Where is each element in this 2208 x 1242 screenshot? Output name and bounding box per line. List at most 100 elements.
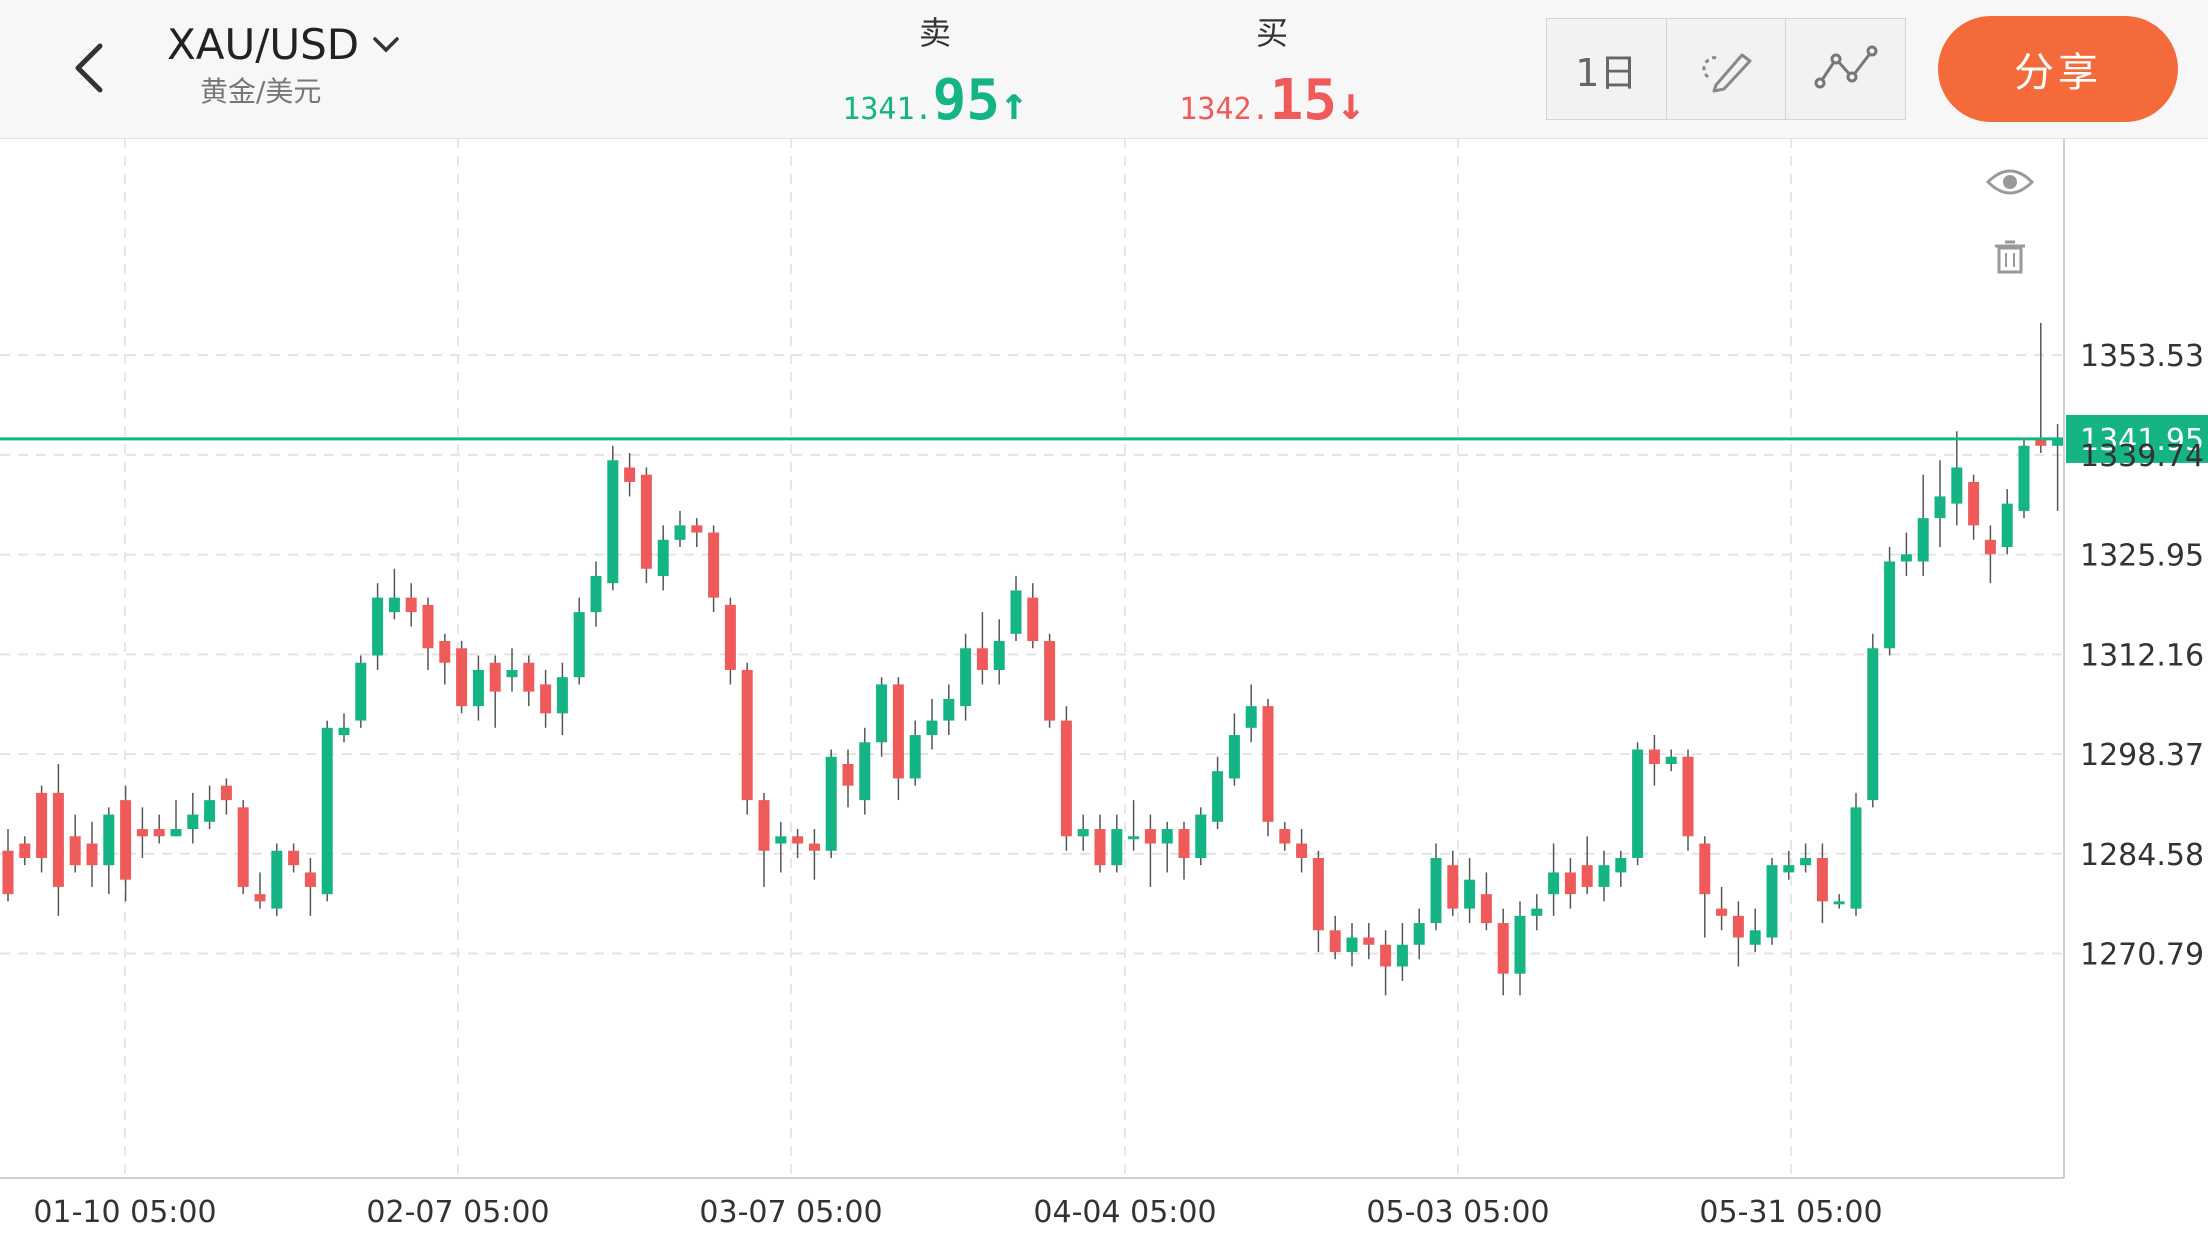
candle — [1044, 633, 1056, 728]
candle — [993, 619, 1005, 685]
candle-body — [1144, 829, 1156, 844]
candle-body — [976, 648, 988, 670]
candle — [69, 814, 81, 873]
candle-body — [489, 662, 501, 692]
candle — [1077, 814, 1089, 851]
candle — [1581, 836, 1593, 895]
eye-icon[interactable] — [1985, 169, 2035, 195]
candle-body — [909, 735, 921, 779]
candle — [825, 749, 837, 858]
candle-body — [1262, 706, 1274, 822]
candle — [321, 720, 333, 902]
candle-body — [1312, 857, 1324, 931]
pen-icon — [1702, 53, 1752, 93]
candle-body — [1077, 829, 1089, 837]
candle — [876, 677, 888, 757]
candle-body — [388, 597, 400, 613]
candle-body — [1699, 843, 1711, 895]
candle — [1514, 901, 1526, 996]
candle-body — [456, 648, 468, 707]
symbol-title: XAU/USD — [167, 20, 360, 69]
candle — [1917, 474, 1929, 576]
candle — [36, 785, 48, 873]
candle — [741, 662, 753, 815]
candle — [1447, 850, 1459, 916]
x-tick-label: 05-31 05:00 — [1699, 1195, 1882, 1230]
candle — [1027, 583, 1039, 649]
candle-body — [1665, 756, 1677, 764]
candle — [1951, 431, 1963, 526]
candle-body — [1531, 908, 1543, 916]
x-tick-label: 04-04 05:00 — [1033, 1195, 1216, 1230]
candle-body — [1934, 496, 1946, 519]
candle-body — [1867, 648, 1879, 801]
symbol-selector[interactable]: XAU/USD — [167, 20, 399, 69]
period-button[interactable]: 1日 — [1547, 19, 1667, 119]
candle — [338, 713, 350, 743]
candle-body — [422, 604, 434, 649]
candle-body — [405, 597, 417, 613]
sell-price-big: 95 — [932, 68, 1001, 133]
candle — [892, 677, 904, 801]
buy-label: 买 — [1255, 14, 1288, 52]
candle — [120, 785, 132, 902]
back-arrow-icon[interactable] — [62, 38, 122, 98]
candle — [540, 669, 552, 728]
candle-body — [1766, 865, 1778, 938]
candle-body — [1497, 923, 1509, 974]
candle-body — [220, 785, 232, 801]
candle-body — [573, 612, 585, 678]
candle-body — [254, 894, 266, 902]
candle — [859, 727, 871, 815]
candle — [1346, 923, 1358, 967]
buy-price-big: 15 — [1269, 68, 1338, 133]
candle — [1396, 923, 1408, 981]
candle — [220, 778, 232, 815]
draw-tool-button[interactable] — [1667, 19, 1787, 119]
candle — [1380, 930, 1392, 996]
candle — [1195, 807, 1207, 866]
candle-body — [842, 763, 854, 786]
candle-body — [926, 720, 938, 736]
candle-body — [439, 641, 451, 663]
candle — [1598, 850, 1610, 902]
candle-body — [237, 807, 249, 887]
sell-quote[interactable]: 卖 1341.95↑ — [815, 8, 1055, 133]
candle-body — [506, 669, 518, 678]
candle-body — [1396, 944, 1408, 967]
candle-body — [708, 532, 720, 598]
candle-body — [2018, 445, 2030, 511]
candle-body — [960, 648, 972, 707]
candle — [1228, 713, 1240, 786]
candle — [1867, 633, 1879, 808]
candlestick-chart[interactable]: 1341.95 1353.53 1339.74 1325.95 1312.16 1298… — [0, 138, 2208, 1242]
candle — [926, 698, 938, 750]
candle-body — [691, 525, 703, 533]
candle — [2052, 424, 2064, 511]
candle — [1497, 908, 1509, 996]
candle-body — [1195, 814, 1207, 858]
candle-body — [321, 727, 333, 895]
x-tick-label: 03-07 05:00 — [699, 1195, 882, 1230]
candle — [1548, 843, 1560, 916]
candle — [1783, 850, 1795, 880]
candle-body — [758, 800, 770, 851]
candle — [1094, 814, 1106, 873]
trash-icon[interactable] — [1995, 240, 2025, 274]
candle-body — [775, 836, 787, 844]
candle — [1900, 532, 1912, 576]
share-button[interactable]: 分享 — [1938, 16, 2178, 122]
chevron-down-icon — [373, 36, 399, 52]
candle — [1363, 923, 1375, 960]
candle-body — [1615, 857, 1627, 873]
chart-svg[interactable]: 1341.95 1353.53 1339.74 1325.95 1312.16 1298… — [0, 138, 2208, 1242]
candle-body — [288, 850, 300, 866]
candle — [792, 829, 804, 858]
indicator-button[interactable] — [1786, 19, 1905, 119]
candle-body — [338, 727, 350, 736]
candle — [237, 800, 249, 895]
buy-quote[interactable]: 买 1342.15↓ — [1152, 8, 1392, 133]
candle-body — [1161, 829, 1173, 844]
candle — [1413, 908, 1425, 960]
candle-body — [1329, 930, 1341, 952]
